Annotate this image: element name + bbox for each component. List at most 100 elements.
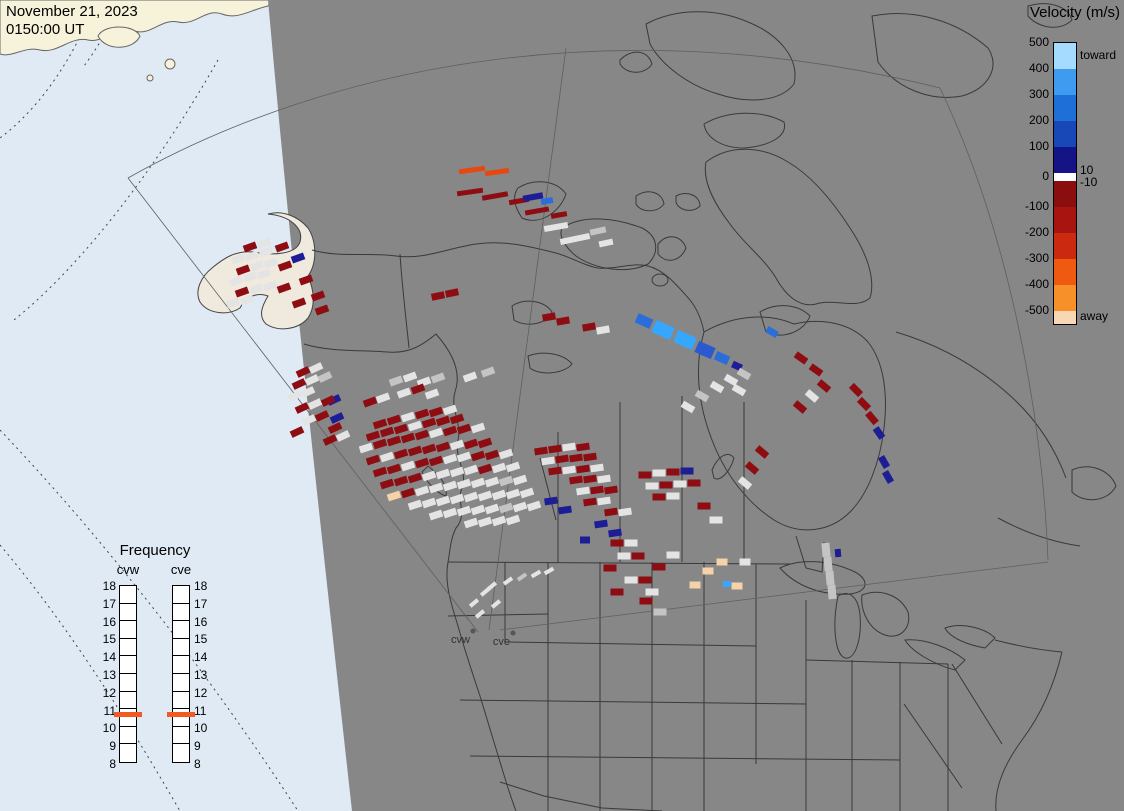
- freq-tick-label: 8: [194, 757, 201, 771]
- freq-tick-label: 17: [102, 596, 116, 611]
- freq-cell: [120, 621, 136, 639]
- velocity-cell: [320, 395, 336, 407]
- velocity-cell: [449, 466, 465, 478]
- velocity-colorbar-segment: [1054, 285, 1076, 311]
- velocity-cell: [449, 413, 465, 425]
- velocity-cell: [576, 486, 590, 496]
- freq-tick-label: 16: [102, 614, 116, 629]
- velocity-cell: [590, 463, 604, 473]
- velocity-cell: [645, 482, 659, 490]
- freq-tick-label: 12: [194, 685, 208, 700]
- velocity-cell: [666, 492, 680, 500]
- velocity-cell: [477, 516, 493, 528]
- velocity-cell: [530, 569, 542, 579]
- velocity-cell: [604, 507, 618, 517]
- velocity-cell: [396, 387, 412, 399]
- velocity-colorbar-segment: [1054, 69, 1076, 95]
- velocity-cell: [604, 485, 618, 495]
- velocity-cell: [673, 480, 687, 488]
- velocity-cell: [307, 398, 323, 410]
- velocity-colorbar-segment: [1054, 259, 1076, 285]
- velocity-cell: [435, 441, 451, 453]
- freq-cell: [120, 674, 136, 692]
- freq-column-cvw: [119, 585, 137, 763]
- velocity-cell: [435, 495, 451, 507]
- velocity-cell: [372, 418, 388, 430]
- freq-operating-marker: [167, 712, 195, 718]
- time-label: 0150:00 UT: [6, 21, 85, 38]
- velocity-cell: [498, 502, 514, 514]
- velocity-cell: [827, 584, 837, 600]
- velocity-cell: [407, 472, 423, 484]
- velocity-cell: [576, 442, 590, 452]
- velocity-cell: [277, 260, 293, 272]
- velocity-cell: [673, 329, 697, 351]
- velocity-cell: [687, 479, 701, 487]
- velocity-cell: [456, 478, 472, 490]
- freq-tick-label: 10: [102, 721, 116, 736]
- velocity-cell: [666, 468, 680, 476]
- map-region-background: [268, 0, 1124, 811]
- velocity-cell: [379, 451, 395, 463]
- velocity-cell: [428, 455, 444, 467]
- velocity-cell: [386, 414, 402, 426]
- velocity-cell: [442, 404, 458, 416]
- velocity-cell: [638, 576, 652, 584]
- velocity-cell: [713, 351, 731, 365]
- freq-cell: [173, 586, 189, 604]
- velocity-cell: [709, 380, 725, 394]
- velocity-cell: [512, 474, 528, 486]
- velocity-cell: [372, 466, 388, 478]
- velocity-cell: [680, 467, 694, 475]
- velocity-cell: [737, 476, 753, 490]
- velocity-cell: [680, 400, 696, 414]
- freq-cell: [173, 692, 189, 710]
- velocity-cell: [502, 576, 514, 586]
- velocity-cell: [548, 466, 562, 476]
- velocity-cell: [442, 480, 458, 492]
- velocity-colorbar-segment: [1054, 95, 1076, 121]
- freq-cell: [120, 744, 136, 762]
- velocity-cell: [329, 412, 345, 424]
- velocity-cell: [480, 366, 496, 378]
- velocity-cell: [362, 396, 378, 408]
- velocity-cell: [516, 572, 528, 582]
- velocity-cell: [481, 191, 509, 201]
- velocity-cell: [414, 485, 430, 497]
- velocity-cell: [463, 464, 479, 476]
- velocity-cell: [505, 488, 521, 500]
- velocity-cell: [365, 454, 381, 466]
- velocity-cell: [442, 425, 458, 437]
- velocity-cell: [484, 503, 500, 515]
- velocity-cell: [639, 597, 653, 605]
- velocity-cell: [754, 445, 770, 459]
- velocity-cell: [491, 489, 507, 501]
- velocity-cell: [486, 581, 498, 591]
- velocity-cell: [653, 608, 667, 616]
- freq-column-label-cve: cve: [170, 562, 192, 577]
- velocity-cell: [456, 187, 484, 197]
- velocity-tick-label: 0: [1042, 169, 1049, 183]
- velocity-cell: [225, 297, 241, 309]
- velocity-cell: [463, 517, 479, 529]
- velocity-cell: [289, 426, 305, 438]
- velocity-cell: [428, 427, 444, 439]
- velocity-cell: [479, 587, 491, 597]
- velocity-cell: [498, 448, 514, 460]
- velocity-cell: [393, 475, 409, 487]
- velocity-cell: [702, 567, 714, 575]
- velocity-direction-label: away: [1080, 309, 1109, 323]
- velocity-cell: [739, 558, 751, 566]
- velocity-cell: [555, 454, 569, 464]
- velocity-cell: [598, 238, 614, 248]
- velocity-colorbar-segment: [1054, 181, 1076, 207]
- velocity-cell: [744, 461, 760, 475]
- freq-tick-label: 13: [102, 668, 116, 682]
- velocity-cell: [731, 383, 747, 397]
- freq-tick-label: 15: [102, 632, 116, 647]
- velocity-cell: [821, 542, 831, 558]
- velocity-cell: [300, 386, 316, 398]
- velocity-cell: [723, 581, 731, 587]
- velocity-cell: [430, 372, 446, 384]
